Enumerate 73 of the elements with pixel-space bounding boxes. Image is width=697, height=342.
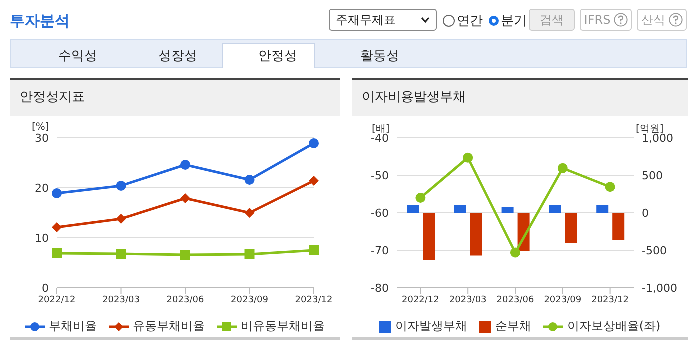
x-tick-label: 2023/03 bbox=[102, 295, 140, 306]
x-tick-label: 2023/06 bbox=[166, 295, 204, 306]
y-axis-title: [%] bbox=[32, 122, 50, 133]
y-tick-label: -50 bbox=[371, 169, 389, 182]
bar bbox=[502, 207, 514, 213]
legend-label: 이자발생부채 bbox=[395, 318, 468, 335]
y-tick-label: 10 bbox=[35, 232, 49, 245]
bar bbox=[470, 213, 482, 256]
bar bbox=[596, 206, 609, 213]
x-tick-label: 2023/06 bbox=[496, 295, 534, 306]
y-tick-label: -60 bbox=[371, 206, 389, 220]
x-tick-label: 2022/12 bbox=[38, 295, 76, 306]
point bbox=[52, 222, 62, 232]
x-tick-label: 2022/12 bbox=[402, 295, 440, 306]
point bbox=[244, 175, 255, 185]
text: 투자분석 bbox=[10, 12, 70, 31]
legend-label: 비유동부채비율 bbox=[241, 318, 325, 335]
point bbox=[180, 194, 190, 204]
text: 주재무제표 bbox=[336, 12, 396, 28]
text: 연간 bbox=[457, 13, 483, 30]
x-tick-label: 2023/09 bbox=[231, 295, 269, 306]
point bbox=[309, 246, 319, 256]
bar bbox=[454, 206, 466, 213]
legend-label: 부채비율 bbox=[49, 318, 97, 335]
point bbox=[605, 182, 616, 192]
bar bbox=[407, 206, 419, 213]
chart-title: 안정성지표 bbox=[10, 80, 340, 116]
y2-tick-label: 500 bbox=[642, 169, 663, 182]
x-tick-label: 2023/12 bbox=[592, 295, 629, 306]
bar bbox=[423, 213, 435, 260]
point bbox=[116, 181, 126, 191]
text: 활동성 bbox=[360, 48, 400, 65]
point bbox=[416, 193, 426, 203]
y2-tick-label: -500 bbox=[642, 244, 667, 258]
y-tick-label: 0 bbox=[42, 282, 49, 295]
chart-title: 이자비용발생부채 bbox=[352, 80, 688, 116]
legend-label: 이자보상배율(좌) bbox=[567, 318, 661, 335]
y2-axis-title: [억원] bbox=[636, 123, 664, 135]
point bbox=[116, 249, 126, 259]
point bbox=[510, 248, 520, 258]
point bbox=[558, 163, 568, 174]
y-tick-label: -70 bbox=[371, 244, 389, 258]
text: 산식 bbox=[642, 12, 666, 28]
text: 수익성 bbox=[58, 48, 98, 65]
y-tick-label: 20 bbox=[35, 182, 49, 195]
point bbox=[180, 160, 190, 170]
point bbox=[244, 208, 255, 218]
y-tick-label: 30 bbox=[35, 132, 49, 145]
text: 성장성 bbox=[158, 48, 198, 65]
y-axis-title: [배] bbox=[372, 123, 390, 135]
text: 검색 bbox=[529, 9, 575, 31]
x-tick-label: 2023/09 bbox=[544, 295, 582, 306]
point bbox=[244, 250, 255, 260]
y2-tick-label: -1,000 bbox=[642, 282, 678, 295]
x-tick-label: 2023/12 bbox=[295, 295, 333, 306]
point bbox=[52, 248, 62, 258]
x-tick-label: 2023/03 bbox=[449, 295, 487, 306]
point bbox=[309, 176, 319, 186]
bar bbox=[612, 213, 625, 240]
point bbox=[116, 214, 126, 224]
text: IFRS bbox=[584, 13, 611, 27]
point bbox=[463, 152, 474, 163]
y2-tick-label: 0 bbox=[642, 206, 649, 220]
text: 분기 bbox=[501, 13, 527, 30]
legend-label: 유동부채비율 bbox=[133, 318, 205, 335]
bar bbox=[565, 213, 578, 243]
point bbox=[180, 250, 190, 260]
y-tick-label: -80 bbox=[371, 282, 389, 295]
bar bbox=[549, 206, 562, 213]
point bbox=[309, 138, 319, 148]
point bbox=[52, 188, 62, 198]
legend-label: 순부채 bbox=[495, 318, 532, 335]
text: 안정성 bbox=[258, 48, 298, 65]
